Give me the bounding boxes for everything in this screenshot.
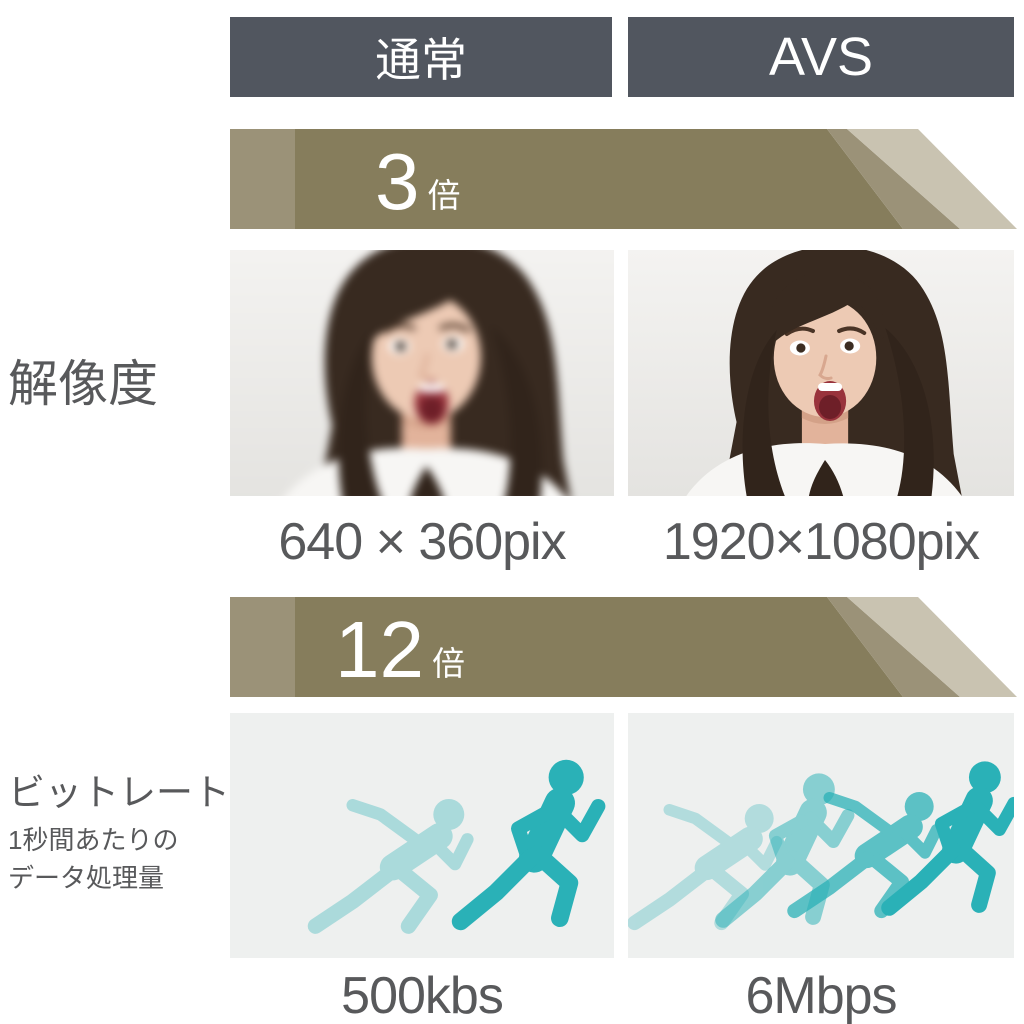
resolution-multiplier-unit: 倍 (427, 177, 461, 214)
bitrate-illustration-avs (628, 713, 1014, 958)
runner-icon (628, 713, 1014, 958)
column-header-avs: AVS (628, 17, 1014, 97)
bitrate-row-sublabel-line2: データ処理量 (8, 863, 165, 893)
bitrate-multiplier-unit: 倍 (431, 645, 465, 682)
bitrate-row-sublabel-line1: 1秒間あたりの (8, 825, 179, 855)
resolution-multiplier-band: 3 倍 (230, 129, 1024, 229)
resolution-multiplier-value: 3 (375, 137, 420, 227)
bitrate-row-label: ビットレート (8, 772, 230, 813)
bitrate-multiplier: 12 倍 (335, 597, 465, 697)
bitrate-value-avs: 6Mbps (745, 967, 897, 1024)
column-header-avs-label: AVS (768, 27, 874, 87)
photo-avs-high-resolution (628, 250, 1014, 496)
column-header-normal-label: 通常 (375, 34, 467, 86)
resolution-value-normal: 640 × 360pix (278, 513, 566, 571)
bitrate-illustration-normal (230, 713, 614, 958)
resolution-multiplier: 3 倍 (375, 129, 461, 229)
bitrate-multiplier-value: 12 (335, 605, 424, 695)
bitrate-value-normal: 500kbs (341, 967, 504, 1024)
photo-normal-low-resolution (230, 250, 614, 496)
column-header-normal: 通常 (230, 17, 612, 97)
arrow-band-icon (230, 129, 1017, 229)
woman-photo-blurry (230, 250, 614, 496)
resolution-row-label: 解像度 (8, 356, 158, 412)
runner-icon (230, 713, 614, 958)
woman-photo-sharp (628, 250, 1014, 496)
bitrate-multiplier-band: 12 倍 (230, 597, 1024, 697)
resolution-value-avs: 1920×1080pix (662, 513, 980, 571)
